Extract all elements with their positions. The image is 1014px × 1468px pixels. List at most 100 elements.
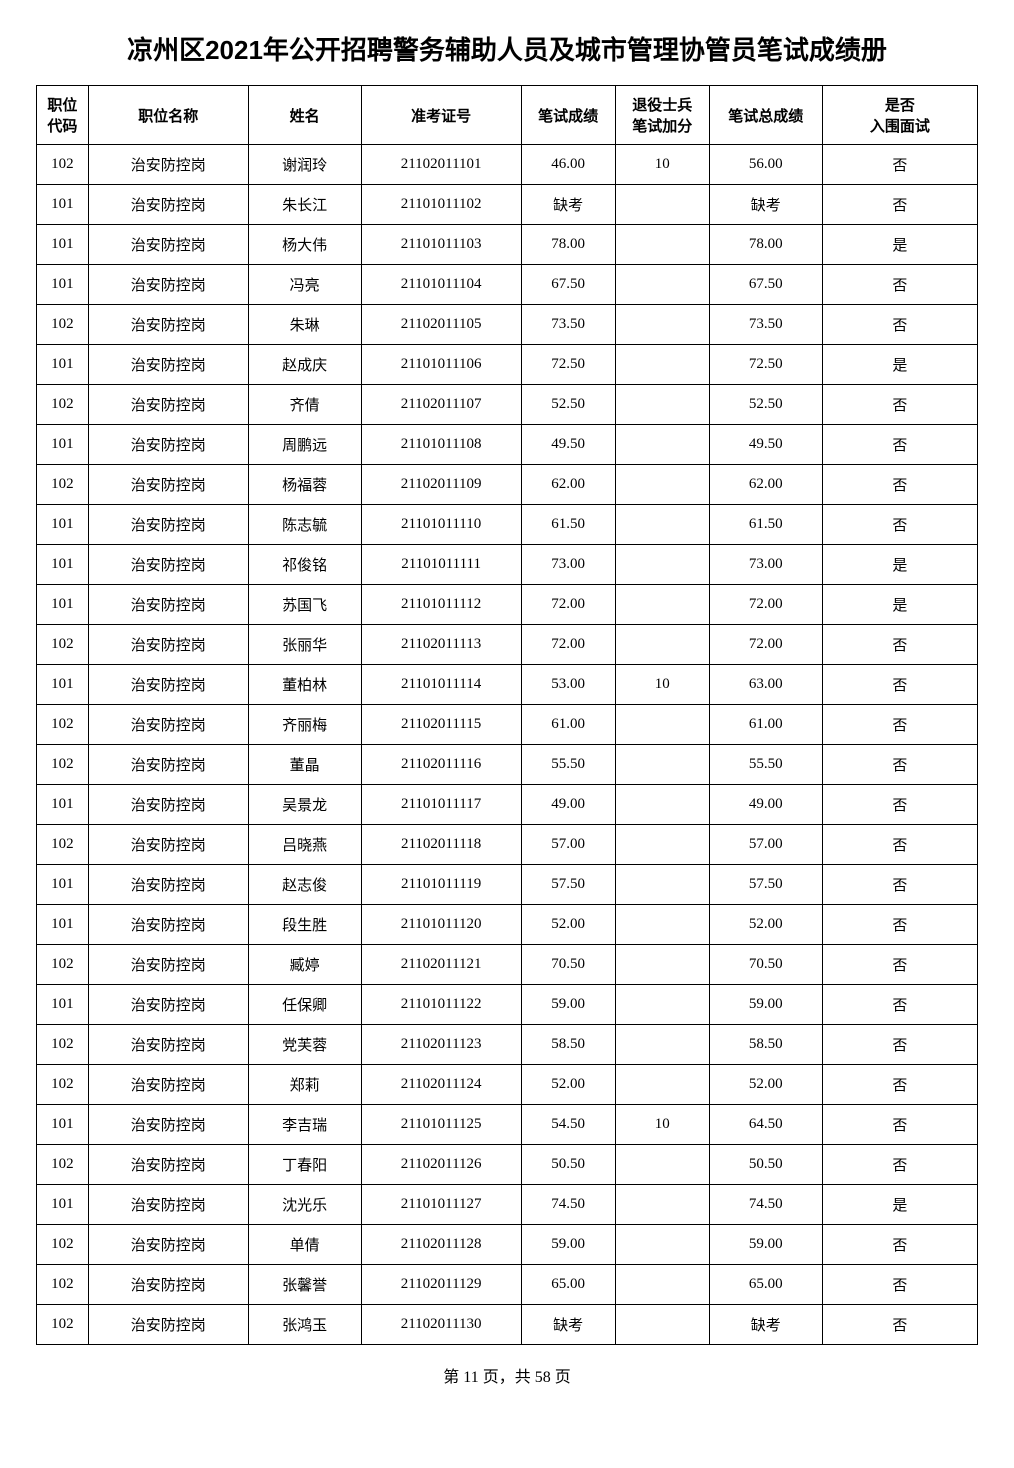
table-cell: 否 [822, 625, 977, 665]
table-cell: 治安防控岗 [88, 305, 248, 345]
table-cell: 101 [37, 265, 89, 305]
table-cell: 治安防控岗 [88, 1025, 248, 1065]
col-header-position-name: 职位名称 [88, 86, 248, 145]
table-cell: 55.50 [709, 745, 822, 785]
table-cell: 101 [37, 505, 89, 545]
table-cell: 61.50 [709, 505, 822, 545]
table-cell: 杨福蓉 [248, 465, 361, 505]
table-cell: 102 [37, 465, 89, 505]
table-cell: 57.00 [521, 825, 615, 865]
table-cell: 21102011124 [361, 1065, 521, 1105]
table-cell: 21102011113 [361, 625, 521, 665]
table-cell: 否 [822, 945, 977, 985]
table-cell: 21101011104 [361, 265, 521, 305]
table-cell: 治安防控岗 [88, 705, 248, 745]
table-cell: 治安防控岗 [88, 465, 248, 505]
table-cell: 缺考 [709, 1305, 822, 1345]
table-cell [615, 945, 709, 985]
table-cell: 21102011107 [361, 385, 521, 425]
table-cell: 否 [822, 785, 977, 825]
col-header-position-code: 职位代码 [37, 86, 89, 145]
table-cell: 治安防控岗 [88, 1145, 248, 1185]
table-cell [615, 1305, 709, 1345]
table-cell: 21102011130 [361, 1305, 521, 1345]
table-cell: 否 [822, 665, 977, 705]
table-cell: 61.50 [521, 505, 615, 545]
table-cell: 63.00 [709, 665, 822, 705]
table-cell [615, 1185, 709, 1225]
table-cell [615, 185, 709, 225]
table-cell: 102 [37, 825, 89, 865]
table-cell [615, 625, 709, 665]
table-cell: 是 [822, 585, 977, 625]
table-row: 102治安防控岗齐丽梅2110201111561.0061.00否 [37, 705, 978, 745]
table-cell: 72.50 [709, 345, 822, 385]
table-cell: 65.00 [709, 1265, 822, 1305]
table-cell: 是 [822, 545, 977, 585]
table-cell: 102 [37, 1265, 89, 1305]
table-cell: 21101011102 [361, 185, 521, 225]
table-row: 102治安防控岗董晶2110201111655.5055.50否 [37, 745, 978, 785]
table-cell: 101 [37, 585, 89, 625]
page-footer: 第 11 页，共 58 页 [36, 1363, 978, 1387]
table-cell: 57.50 [709, 865, 822, 905]
table-cell: 101 [37, 345, 89, 385]
table-cell: 102 [37, 625, 89, 665]
table-cell [615, 345, 709, 385]
table-row: 101治安防控岗陈志毓2110101111061.5061.50否 [37, 505, 978, 545]
table-cell: 否 [822, 185, 977, 225]
table-cell: 73.50 [709, 305, 822, 345]
table-cell: 72.00 [709, 585, 822, 625]
table-cell: 朱长江 [248, 185, 361, 225]
table-cell: 72.50 [521, 345, 615, 385]
table-cell [615, 505, 709, 545]
table-row: 101治安防控岗吴景龙2110101111749.0049.00否 [37, 785, 978, 825]
table-cell: 张鸿玉 [248, 1305, 361, 1345]
col-header-name: 姓名 [248, 86, 361, 145]
table-cell: 缺考 [709, 185, 822, 225]
table-cell [615, 1265, 709, 1305]
table-cell: 21101011110 [361, 505, 521, 545]
table-cell: 52.00 [521, 1065, 615, 1105]
table-cell: 21102011118 [361, 825, 521, 865]
table-cell [615, 1225, 709, 1265]
table-cell: 21101011122 [361, 985, 521, 1025]
table-cell: 54.50 [521, 1105, 615, 1145]
table-cell: 杨大伟 [248, 225, 361, 265]
table-cell: 101 [37, 665, 89, 705]
table-cell: 21102011109 [361, 465, 521, 505]
table-row: 102治安防控岗张馨誉2110201112965.0065.00否 [37, 1265, 978, 1305]
table-cell: 57.50 [521, 865, 615, 905]
table-cell: 21101011120 [361, 905, 521, 945]
table-cell: 治安防控岗 [88, 1185, 248, 1225]
table-cell [615, 825, 709, 865]
table-cell: 21102011115 [361, 705, 521, 745]
table-cell: 102 [37, 1225, 89, 1265]
table-cell: 21101011127 [361, 1185, 521, 1225]
table-cell [615, 785, 709, 825]
table-cell: 46.00 [521, 145, 615, 185]
table-cell: 102 [37, 305, 89, 345]
table-cell: 是 [822, 345, 977, 385]
table-row: 102治安防控岗丁春阳2110201112650.5050.50否 [37, 1145, 978, 1185]
table-cell: 丁春阳 [248, 1145, 361, 1185]
table-cell: 治安防控岗 [88, 545, 248, 585]
table-cell: 否 [822, 305, 977, 345]
table-cell: 102 [37, 1145, 89, 1185]
table-row: 102治安防控岗张丽华2110201111372.0072.00否 [37, 625, 978, 665]
table-cell: 50.50 [521, 1145, 615, 1185]
table-cell: 治安防控岗 [88, 1265, 248, 1305]
table-cell: 21102011128 [361, 1225, 521, 1265]
table-cell: 59.00 [521, 1225, 615, 1265]
table-cell: 党芙蓉 [248, 1025, 361, 1065]
table-cell: 102 [37, 1305, 89, 1345]
table-cell: 周鹏远 [248, 425, 361, 465]
table-cell: 58.50 [709, 1025, 822, 1065]
table-cell: 否 [822, 1305, 977, 1345]
table-cell [615, 1065, 709, 1105]
table-cell [615, 1145, 709, 1185]
table-cell: 治安防控岗 [88, 145, 248, 185]
table-cell [615, 865, 709, 905]
table-row: 102治安防控岗单倩2110201112859.0059.00否 [37, 1225, 978, 1265]
table-cell: 59.00 [709, 985, 822, 1025]
